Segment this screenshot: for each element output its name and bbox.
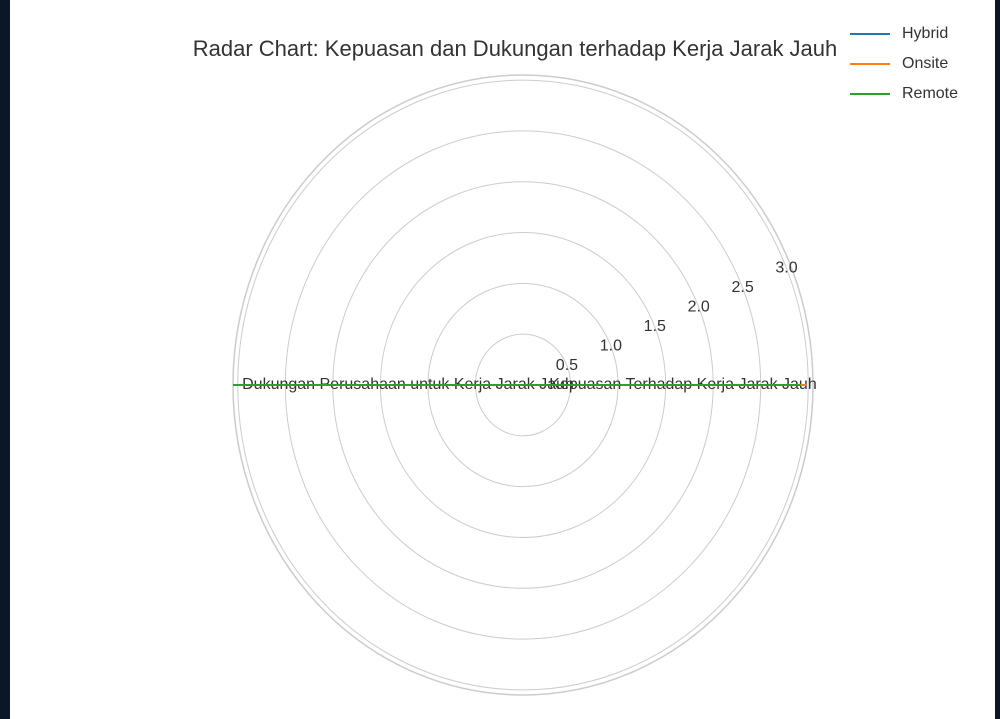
r-tick-label: 3.0 (775, 260, 797, 277)
legend-label: Hybrid (902, 25, 948, 42)
r-tick-label: 1.5 (644, 318, 666, 335)
r-tick-label: 0.5 (556, 357, 578, 374)
r-tick-label: 2.5 (731, 279, 753, 296)
legend-label: Onsite (902, 55, 948, 72)
legend-label: Remote (902, 85, 958, 102)
chart-title: Radar Chart: Kepuasan dan Dukungan terha… (193, 36, 838, 61)
r-tick-label: 1.0 (600, 337, 622, 354)
panel (10, 0, 995, 719)
r-tick-label: 2.0 (688, 298, 710, 315)
